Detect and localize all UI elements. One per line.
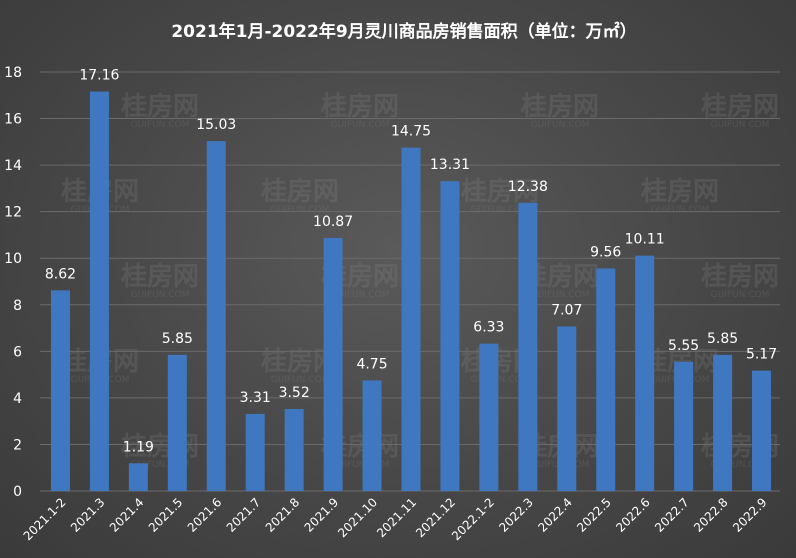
x-tick-label: 2021.3 — [68, 495, 108, 535]
bar — [752, 370, 772, 491]
bar — [362, 380, 382, 491]
watermark-subtext: GUIFUN.COM — [331, 460, 390, 470]
x-tick-label: 2022.4 — [535, 495, 575, 535]
y-tick-label: 2 — [13, 437, 22, 453]
data-label: 3.31 — [240, 390, 271, 406]
x-tick-label: 2021.10 — [335, 495, 380, 540]
data-label: 8.62 — [45, 266, 76, 282]
y-tick-label: 4 — [13, 391, 22, 407]
y-tick-label: 18 — [4, 65, 22, 81]
x-tick-label: 2022.7 — [652, 495, 692, 535]
x-tick-label: 2021.1-2 — [21, 495, 69, 543]
watermark-subtext: GUIFUN.COM — [471, 375, 530, 385]
watermark-subtext: GUIFUN.COM — [471, 205, 530, 215]
watermark-subtext: GUIFUN.COM — [531, 120, 590, 130]
y-tick-label: 6 — [13, 344, 22, 360]
data-label: 7.07 — [551, 302, 582, 318]
y-tick-label: 14 — [4, 158, 22, 174]
bar — [284, 409, 304, 491]
data-labels: 8.62 17.16 1.19 5.85 15.03 3.31 3.52 10.87 4.75 1… — [45, 68, 777, 456]
data-label: 5.55 — [668, 338, 699, 354]
watermark-subtext: GUIFUN.COM — [131, 290, 190, 300]
watermark-subtext: GUIFUN.COM — [651, 205, 710, 215]
bar — [401, 147, 421, 491]
data-label: 14.75 — [391, 124, 431, 140]
x-tick-label: 2022.8 — [691, 495, 731, 535]
bar — [128, 463, 148, 491]
data-label: 1.19 — [123, 439, 154, 455]
data-label: 10.87 — [313, 214, 353, 230]
watermark-text: 桂房网 — [701, 262, 779, 292]
bar — [479, 343, 499, 491]
watermark-subtext: GUIFUN.COM — [531, 290, 590, 300]
bar — [245, 413, 265, 491]
x-tick-label: 2022.6 — [613, 495, 653, 535]
watermark-subtext: GUIFUN.COM — [131, 460, 190, 470]
bar — [557, 326, 577, 491]
data-label: 5.85 — [707, 331, 738, 347]
bar — [518, 202, 538, 491]
x-tick-label: 2021.8 — [263, 495, 303, 535]
x-tick-label: 2022.3 — [496, 495, 536, 535]
watermark-text: 桂房网 — [521, 92, 599, 122]
x-tick-label: 2022.1-2 — [449, 495, 497, 543]
data-label: 12.38 — [508, 179, 548, 195]
bar — [89, 91, 109, 491]
x-tick-label: 2022.9 — [730, 495, 770, 535]
data-label: 9.56 — [590, 244, 621, 260]
bar — [50, 290, 70, 491]
bars — [50, 91, 772, 491]
x-tick-label: 2021.11 — [374, 495, 419, 540]
data-label: 4.75 — [356, 356, 387, 372]
y-tick-label: 10 — [4, 251, 22, 267]
watermark-text: 桂房网 — [461, 177, 539, 207]
watermark-subtext: GUIFUN.COM — [711, 120, 770, 130]
data-label: 13.31 — [430, 157, 470, 173]
data-label: 6.33 — [473, 320, 504, 336]
bar — [596, 268, 616, 491]
data-label: 5.17 — [746, 347, 777, 363]
watermark-text: 桂房网 — [121, 262, 199, 292]
x-axis: 2021.1-2 2021.3 2021.4 2021.5 2021.6 2021.7 20… — [21, 495, 770, 543]
y-tick-label: 8 — [13, 298, 22, 314]
bar — [167, 354, 187, 491]
watermark-text: 桂房网 — [261, 177, 339, 207]
watermark-text: 桂房网 — [701, 92, 779, 122]
watermark-subtext: GUIFUN.COM — [331, 120, 390, 130]
bar — [440, 181, 460, 491]
y-tick-label: 0 — [13, 484, 22, 500]
watermark-subtext: GUIFUN.COM — [271, 375, 330, 385]
y-tick-label: 16 — [4, 112, 22, 128]
y-tick-label: 12 — [4, 205, 22, 221]
data-label: 15.03 — [196, 117, 236, 133]
x-tick-label: 2021.5 — [146, 495, 186, 535]
watermark-subtext: GUIFUN.COM — [711, 290, 770, 300]
data-label: 3.52 — [279, 385, 310, 401]
bar — [713, 354, 733, 491]
bar — [674, 361, 694, 491]
bar — [206, 141, 226, 491]
watermark-subtext: GUIFUN.COM — [711, 460, 770, 470]
x-tick-label: 2021.7 — [224, 495, 264, 535]
chart-title: 2021年1月-2022年9月灵川商品房销售面积（单位：万㎡） — [171, 21, 636, 42]
data-label: 17.16 — [79, 68, 119, 84]
data-label: 5.85 — [162, 331, 193, 347]
bar — [635, 255, 655, 491]
bar — [323, 237, 343, 491]
watermark-subtext: GUIFUN.COM — [131, 120, 190, 130]
y-axis: 0 2 4 6 8 10 12 14 16 18 — [4, 65, 22, 500]
x-tick-label: 2021.4 — [107, 495, 147, 535]
x-tick-label: 2022.5 — [574, 495, 614, 535]
watermark-text: 桂房网 — [641, 177, 719, 207]
watermark-text: 桂房网 — [121, 92, 199, 122]
watermark-subtext: GUIFUN.COM — [271, 205, 330, 215]
data-label: 10.11 — [625, 232, 665, 248]
watermark-subtext: GUIFUN.COM — [331, 290, 390, 300]
watermark-text: 桂房网 — [321, 92, 399, 122]
x-tick-label: 2021.6 — [185, 495, 225, 535]
